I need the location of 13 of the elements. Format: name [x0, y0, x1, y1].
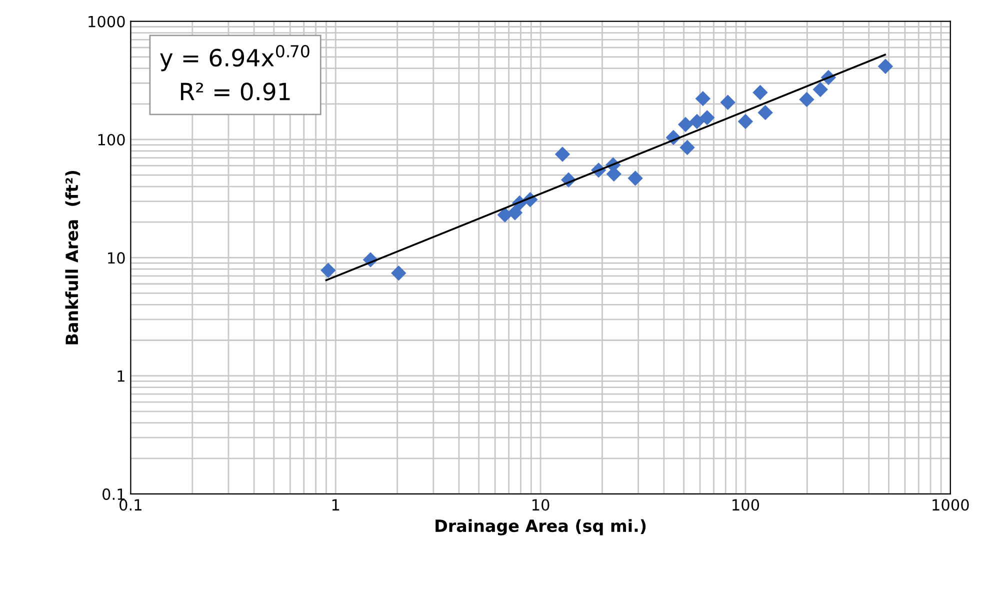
y-tick-label: 0.1: [102, 488, 124, 500]
y-axis-title: Bankfull Area (ft²): [65, 170, 80, 344]
y-tick-label: 100: [98, 134, 125, 146]
x-axis-title: Drainage Area (sq mi.): [436, 519, 646, 536]
x-tick-label: 10: [532, 499, 550, 511]
x-tick-label: 1000: [932, 499, 969, 511]
y-tick-label: 1000: [88, 16, 125, 28]
y-tick-label: 1: [118, 370, 124, 382]
x-tick-label: 100: [732, 499, 760, 511]
x-tick-label: 0.1: [120, 499, 142, 511]
y-tick-label: 10: [108, 252, 125, 264]
x-tick-label: 1: [332, 499, 340, 510]
text: y = 6.94x$^{0.70}$ R² = 0.91: [160, 44, 310, 100]
